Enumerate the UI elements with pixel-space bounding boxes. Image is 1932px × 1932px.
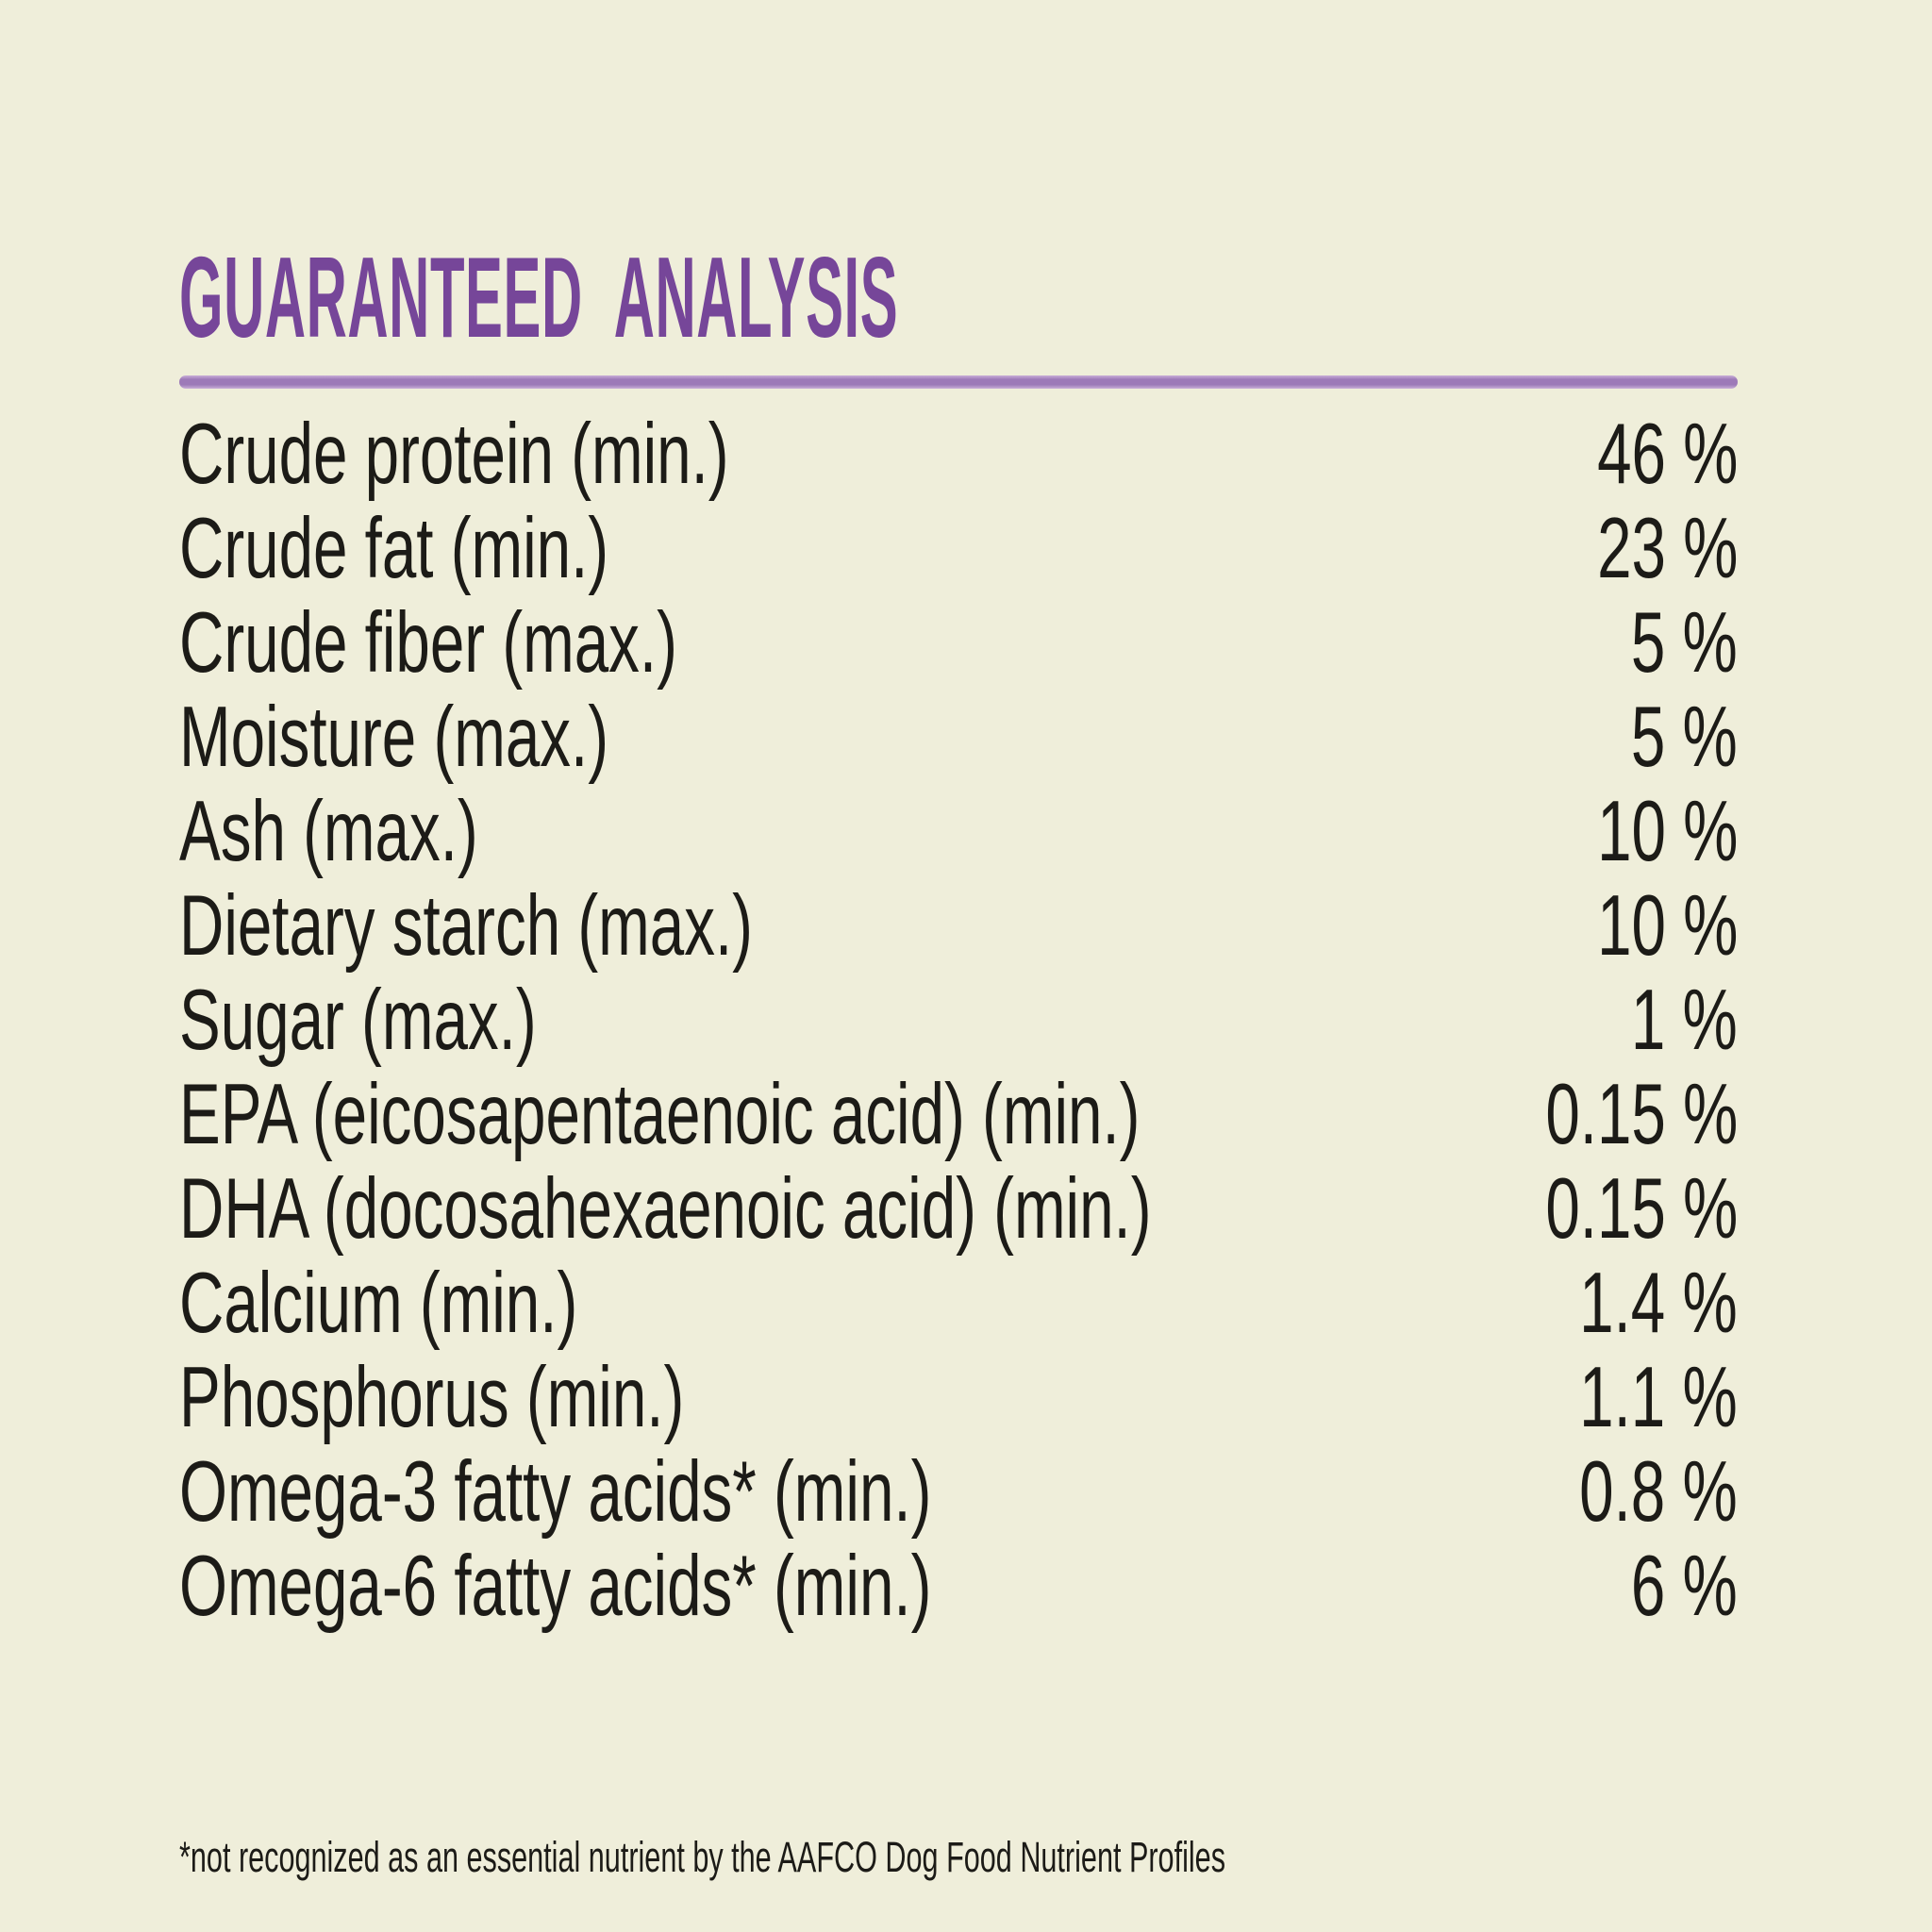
nutrient-name: Omega-6 fatty acids* (min.)	[179, 1539, 932, 1634]
nutrient-row: Omega-6 fatty acids* (min.) 6 %	[179, 1540, 1738, 1634]
nutrient-row: Crude fiber (max.) 5 %	[179, 596, 1738, 691]
nutrient-value: 6 %	[1631, 1539, 1738, 1634]
nutrient-row: Dietary starch (max.) 10 %	[179, 879, 1738, 974]
nutrient-value: 5 %	[1631, 690, 1738, 785]
nutrient-row: Sugar (max.) 1 %	[179, 974, 1738, 1068]
nutrient-name: Dietary starch (max.)	[179, 878, 753, 974]
title-divider	[179, 375, 1738, 389]
nutrient-row: Moisture (max.) 5 %	[179, 691, 1738, 785]
nutrient-value: 0.15 %	[1545, 1067, 1738, 1162]
nutrient-value: 1 %	[1631, 973, 1738, 1068]
nutrient-row: DHA (docosahexaenoic acid) (min.) 0.15 %	[179, 1162, 1738, 1257]
nutrient-name: Calcium (min.)	[179, 1256, 578, 1351]
nutrient-value: 10 %	[1596, 784, 1738, 879]
nutrient-value: 0.8 %	[1579, 1444, 1738, 1540]
nutrient-row: EPA (eicosapentaenoic acid) (min.) 0.15 …	[179, 1068, 1738, 1162]
nutrient-value: 10 %	[1596, 878, 1738, 974]
nutrient-row: Omega-3 fatty acids* (min.) 0.8 %	[179, 1445, 1738, 1540]
nutrient-row: Crude protein (min.) 46 %	[179, 408, 1738, 502]
nutrient-name: Ash (max.)	[179, 784, 478, 879]
nutrient-name: Crude fiber (max.)	[179, 595, 677, 691]
nutrient-row: Phosphorus (min.) 1.1 %	[179, 1351, 1738, 1445]
nutrient-name: Phosphorus (min.)	[179, 1350, 685, 1445]
nutrient-table: Crude protein (min.) 46 % Crude fat (min…	[179, 408, 1738, 1634]
nutrient-value: 0.15 %	[1545, 1161, 1738, 1257]
nutrient-name: Crude protein (min.)	[179, 407, 729, 502]
nutrient-row: Crude fat (min.) 23 %	[179, 502, 1738, 596]
nutrient-name: Moisture (max.)	[179, 690, 609, 785]
nutrient-row: Ash (max.) 10 %	[179, 785, 1738, 879]
nutrient-value: 46 %	[1596, 407, 1738, 502]
nutrient-row: Calcium (min.) 1.4 %	[179, 1257, 1738, 1351]
footnote: *not recognized as an essential nutrient…	[179, 1833, 1226, 1881]
section-title: GUARANTEED ANALYSIS	[179, 233, 899, 361]
nutrient-value: 1.1 %	[1579, 1350, 1738, 1445]
nutrient-value: 23 %	[1596, 501, 1738, 596]
nutrient-name: DHA (docosahexaenoic acid) (min.)	[179, 1161, 1152, 1257]
nutrient-name: Omega-3 fatty acids* (min.)	[179, 1444, 932, 1540]
nutrient-name: Sugar (max.)	[179, 973, 537, 1068]
nutrient-name: EPA (eicosapentaenoic acid) (min.)	[179, 1067, 1141, 1162]
nutrient-value: 1.4 %	[1579, 1256, 1738, 1351]
nutrient-value: 5 %	[1631, 595, 1738, 691]
nutrient-name: Crude fat (min.)	[179, 501, 609, 596]
